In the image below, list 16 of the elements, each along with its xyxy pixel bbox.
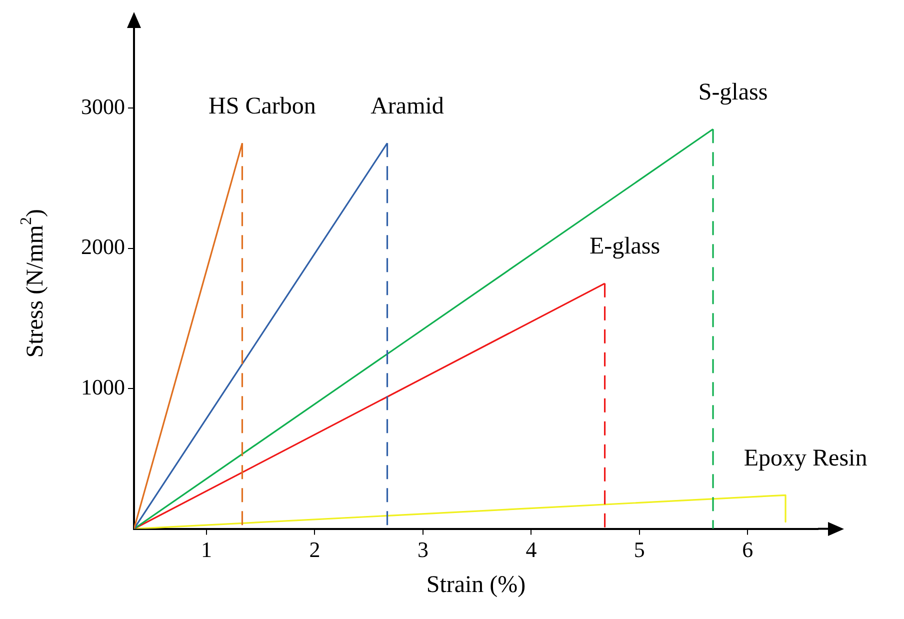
x-axis-title: Strain (%) <box>426 572 526 598</box>
y-tick-label: 2000 <box>81 234 125 260</box>
y-tick-label: 1000 <box>81 374 125 400</box>
x-tick-label: 5 <box>634 536 645 562</box>
x-tick-label: 3 <box>417 536 428 562</box>
x-tick-label: 1 <box>201 536 212 562</box>
series-label: E-glass <box>589 234 660 260</box>
x-tick-label: 2 <box>309 536 320 562</box>
series-label: HS Carbon <box>208 93 316 120</box>
series-label: Aramid <box>370 93 444 120</box>
x-tick-label: 4 <box>526 536 537 562</box>
series-label: S-glass <box>698 79 768 106</box>
y-axis-title: Stress (N/mm2) <box>18 209 48 358</box>
x-tick-label: 6 <box>742 536 754 562</box>
y-tick-label: 3000 <box>81 94 125 119</box>
series-label: Epoxy Resin <box>744 445 868 472</box>
